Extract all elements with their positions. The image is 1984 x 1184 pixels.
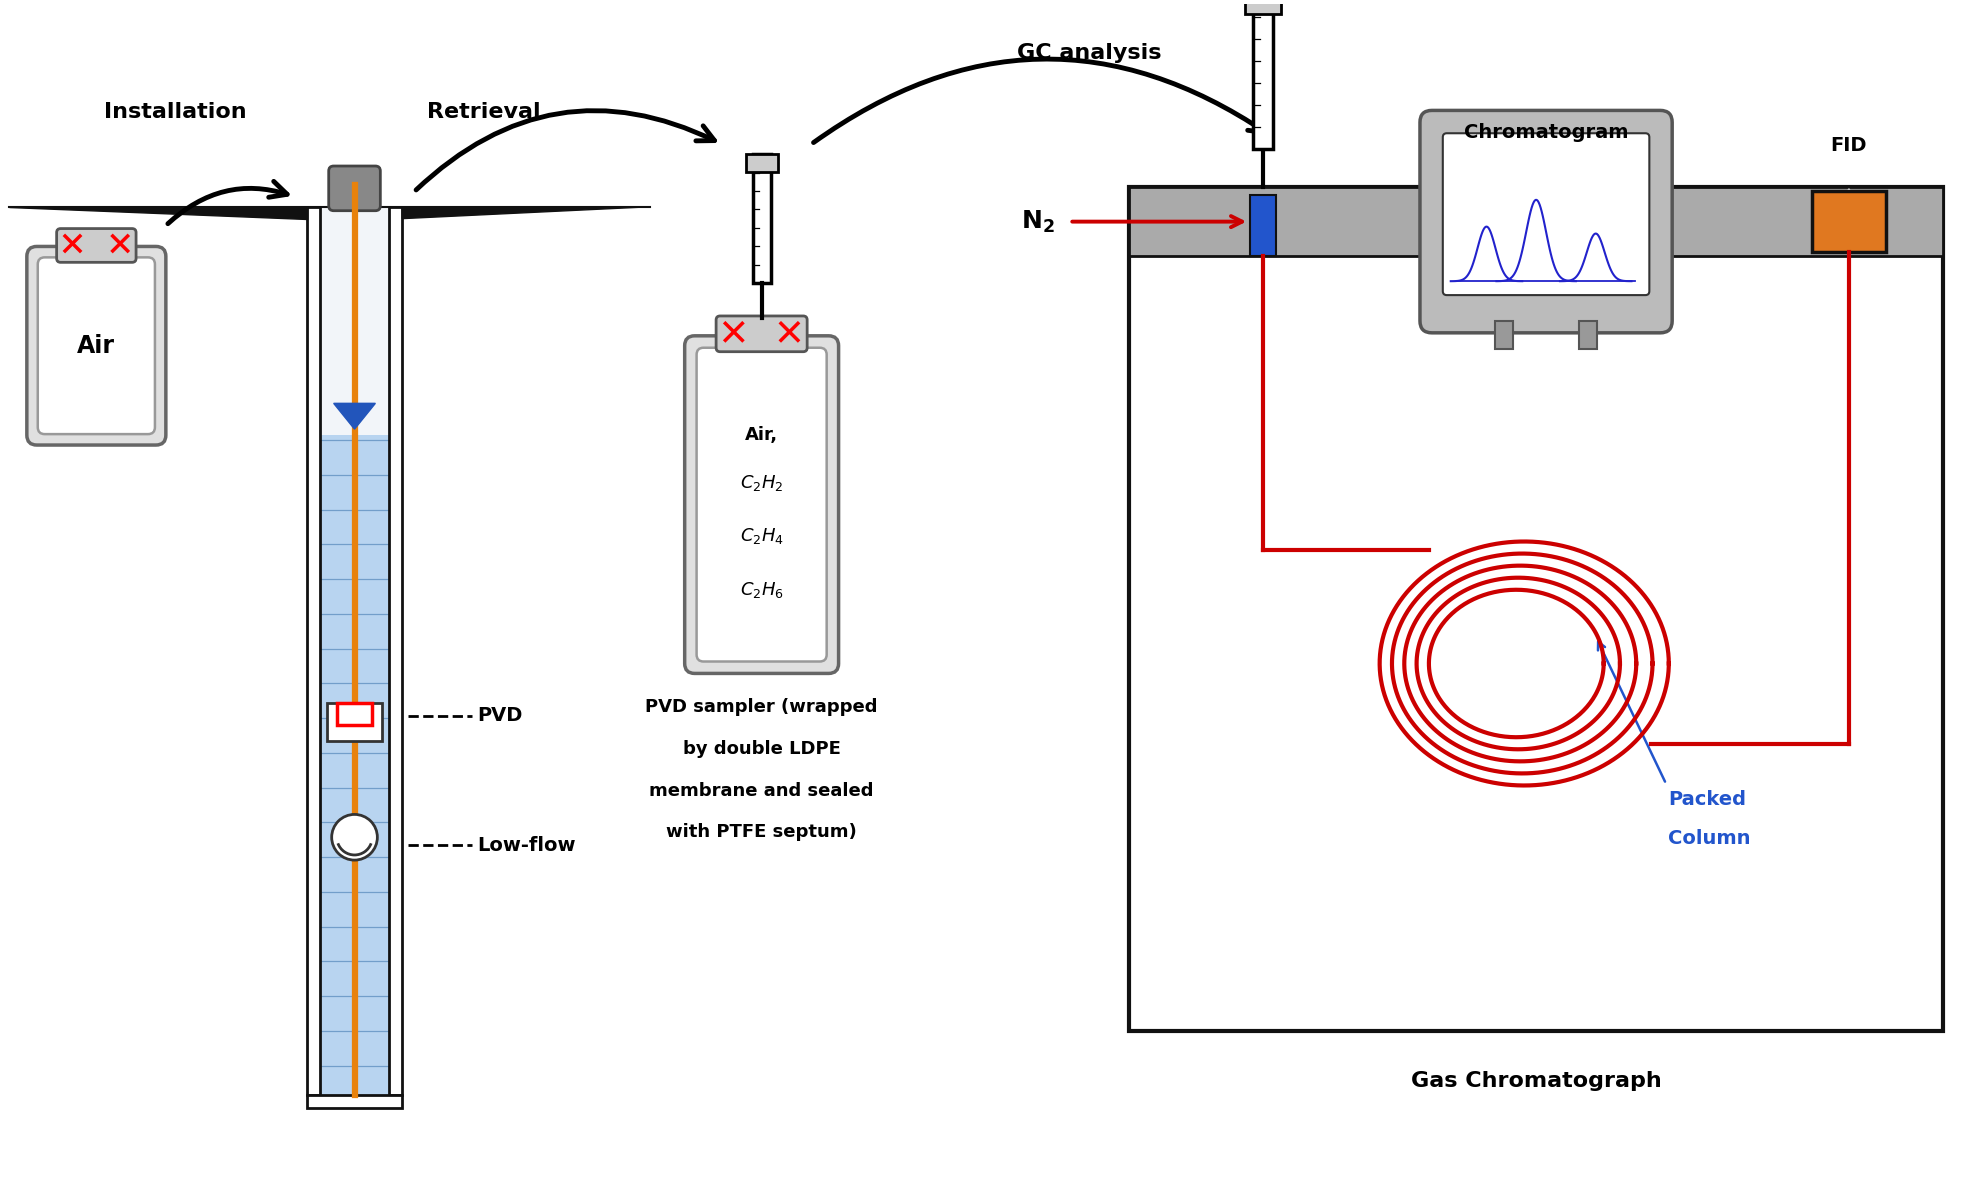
Text: with PTFE septum): with PTFE septum): [667, 823, 857, 842]
Text: Low-flow: Low-flow: [478, 836, 575, 855]
Bar: [1250, 195, 1276, 257]
Bar: [319, 207, 389, 435]
FancyBboxPatch shape: [329, 166, 381, 211]
FancyBboxPatch shape: [716, 316, 807, 352]
Bar: [746, 154, 778, 172]
Polygon shape: [403, 207, 651, 219]
Bar: [1246, 0, 1282, 14]
Text: PVD: PVD: [478, 706, 524, 725]
Bar: [1811, 191, 1887, 252]
Text: $\mathbf{N_2}$: $\mathbf{N_2}$: [1020, 208, 1055, 234]
FancyBboxPatch shape: [1442, 134, 1649, 295]
Circle shape: [331, 815, 377, 860]
Polygon shape: [10, 207, 308, 219]
Text: Packed: Packed: [1669, 790, 1746, 809]
FancyBboxPatch shape: [1421, 110, 1673, 333]
Bar: [308, 1095, 403, 1108]
Text: $C_2H_6$: $C_2H_6$: [740, 580, 784, 600]
Polygon shape: [333, 404, 375, 429]
Bar: [337, 703, 371, 725]
Text: FID: FID: [1831, 136, 1867, 155]
Text: Air,: Air,: [746, 426, 778, 444]
Bar: [1129, 187, 1942, 257]
FancyBboxPatch shape: [684, 336, 839, 674]
Bar: [308, 207, 319, 1095]
Text: Gas Chromatograph: Gas Chromatograph: [1411, 1070, 1661, 1090]
Text: $C_2H_2$: $C_2H_2$: [740, 472, 784, 493]
FancyBboxPatch shape: [38, 257, 155, 435]
Bar: [1579, 321, 1597, 349]
Bar: [319, 435, 389, 1095]
Text: GC analysis: GC analysis: [1018, 43, 1161, 63]
Bar: [1254, 0, 1274, 149]
Text: Retrieval: Retrieval: [427, 102, 540, 122]
Text: PVD sampler (wrapped: PVD sampler (wrapped: [645, 699, 877, 716]
Text: $C_2H_4$: $C_2H_4$: [740, 527, 784, 546]
Text: by double LDPE: by double LDPE: [682, 740, 841, 758]
Bar: [1496, 321, 1514, 349]
Text: Column: Column: [1669, 829, 1750, 848]
Bar: [389, 207, 403, 1095]
Text: Air: Air: [77, 334, 115, 358]
FancyBboxPatch shape: [28, 246, 167, 445]
FancyBboxPatch shape: [58, 229, 137, 263]
Text: Installation: Installation: [105, 102, 248, 122]
Bar: [752, 154, 770, 283]
Text: Chromatogram: Chromatogram: [1464, 123, 1629, 142]
Text: membrane and sealed: membrane and sealed: [649, 781, 873, 799]
Bar: [1129, 187, 1942, 1031]
FancyBboxPatch shape: [696, 348, 827, 662]
Bar: [327, 703, 383, 741]
